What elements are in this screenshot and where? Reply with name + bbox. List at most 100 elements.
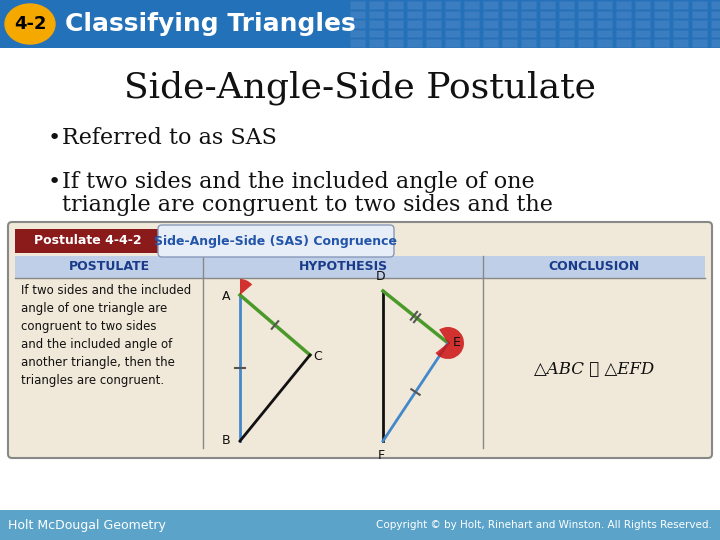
FancyBboxPatch shape — [654, 10, 669, 18]
Text: B: B — [221, 435, 230, 448]
Text: triangle are congruent to two sides and the: triangle are congruent to two sides and … — [62, 194, 553, 216]
FancyBboxPatch shape — [540, 30, 555, 37]
FancyBboxPatch shape — [711, 20, 720, 28]
FancyBboxPatch shape — [0, 0, 720, 48]
Wedge shape — [240, 279, 252, 295]
FancyBboxPatch shape — [597, 10, 612, 18]
FancyBboxPatch shape — [654, 39, 669, 46]
FancyBboxPatch shape — [483, 10, 498, 18]
Text: If two sides and the included angle of one: If two sides and the included angle of o… — [62, 171, 535, 193]
FancyBboxPatch shape — [426, 39, 441, 46]
FancyBboxPatch shape — [350, 39, 365, 46]
FancyBboxPatch shape — [445, 10, 460, 18]
FancyBboxPatch shape — [692, 10, 707, 18]
FancyBboxPatch shape — [711, 1, 720, 9]
Text: Referred to as SAS: Referred to as SAS — [62, 127, 277, 149]
FancyBboxPatch shape — [635, 1, 650, 9]
Text: HYPOTHESIS: HYPOTHESIS — [298, 260, 387, 273]
FancyBboxPatch shape — [483, 20, 498, 28]
FancyBboxPatch shape — [483, 1, 498, 9]
FancyBboxPatch shape — [597, 39, 612, 46]
FancyBboxPatch shape — [350, 10, 365, 18]
FancyBboxPatch shape — [673, 10, 688, 18]
FancyBboxPatch shape — [673, 1, 688, 9]
FancyBboxPatch shape — [692, 20, 707, 28]
FancyBboxPatch shape — [369, 30, 384, 37]
FancyBboxPatch shape — [616, 10, 631, 18]
FancyBboxPatch shape — [388, 1, 403, 9]
Text: If two sides and the included
angle of one triangle are
congruent to two sides
a: If two sides and the included angle of o… — [21, 284, 192, 387]
Text: CONCLUSION: CONCLUSION — [549, 260, 639, 273]
FancyBboxPatch shape — [597, 20, 612, 28]
FancyBboxPatch shape — [464, 30, 479, 37]
FancyBboxPatch shape — [388, 30, 403, 37]
FancyBboxPatch shape — [521, 10, 536, 18]
FancyBboxPatch shape — [502, 39, 517, 46]
FancyBboxPatch shape — [426, 30, 441, 37]
FancyBboxPatch shape — [559, 1, 574, 9]
FancyBboxPatch shape — [0, 48, 720, 540]
FancyBboxPatch shape — [559, 30, 574, 37]
FancyBboxPatch shape — [616, 20, 631, 28]
FancyBboxPatch shape — [711, 30, 720, 37]
FancyBboxPatch shape — [635, 20, 650, 28]
FancyBboxPatch shape — [616, 30, 631, 37]
FancyBboxPatch shape — [0, 510, 720, 540]
FancyBboxPatch shape — [559, 39, 574, 46]
FancyBboxPatch shape — [616, 1, 631, 9]
FancyBboxPatch shape — [369, 1, 384, 9]
FancyBboxPatch shape — [388, 20, 403, 28]
FancyBboxPatch shape — [369, 39, 384, 46]
FancyBboxPatch shape — [483, 30, 498, 37]
FancyBboxPatch shape — [540, 20, 555, 28]
FancyBboxPatch shape — [711, 39, 720, 46]
FancyBboxPatch shape — [559, 20, 574, 28]
FancyBboxPatch shape — [502, 20, 517, 28]
Text: Side-Angle-Side Postulate: Side-Angle-Side Postulate — [124, 71, 596, 105]
FancyBboxPatch shape — [464, 1, 479, 9]
FancyBboxPatch shape — [445, 39, 460, 46]
FancyBboxPatch shape — [559, 10, 574, 18]
FancyBboxPatch shape — [464, 10, 479, 18]
FancyBboxPatch shape — [692, 1, 707, 9]
Text: Side-Angle-Side (SAS) Congruence: Side-Angle-Side (SAS) Congruence — [155, 234, 397, 247]
FancyBboxPatch shape — [635, 39, 650, 46]
FancyBboxPatch shape — [711, 10, 720, 18]
FancyBboxPatch shape — [350, 30, 365, 37]
FancyBboxPatch shape — [407, 39, 422, 46]
FancyBboxPatch shape — [578, 20, 593, 28]
Text: POSTULATE: POSTULATE — [68, 260, 150, 273]
Text: •: • — [48, 128, 61, 148]
Text: 4-2: 4-2 — [14, 15, 46, 33]
FancyBboxPatch shape — [521, 1, 536, 9]
FancyBboxPatch shape — [158, 225, 394, 257]
FancyBboxPatch shape — [350, 20, 365, 28]
FancyBboxPatch shape — [407, 30, 422, 37]
Text: Postulate 4-4-2: Postulate 4-4-2 — [34, 234, 141, 247]
FancyBboxPatch shape — [15, 229, 160, 253]
Text: F: F — [377, 449, 384, 462]
FancyBboxPatch shape — [521, 30, 536, 37]
FancyBboxPatch shape — [388, 10, 403, 18]
FancyBboxPatch shape — [540, 10, 555, 18]
FancyBboxPatch shape — [502, 1, 517, 9]
FancyBboxPatch shape — [350, 1, 365, 9]
Text: C: C — [313, 350, 322, 363]
Text: A: A — [222, 291, 230, 303]
FancyBboxPatch shape — [445, 1, 460, 9]
FancyBboxPatch shape — [654, 20, 669, 28]
FancyBboxPatch shape — [635, 30, 650, 37]
FancyBboxPatch shape — [616, 39, 631, 46]
FancyBboxPatch shape — [502, 10, 517, 18]
FancyBboxPatch shape — [578, 39, 593, 46]
FancyBboxPatch shape — [426, 1, 441, 9]
Text: Classifying Triangles: Classifying Triangles — [65, 12, 356, 36]
FancyBboxPatch shape — [483, 39, 498, 46]
FancyBboxPatch shape — [8, 222, 712, 458]
Wedge shape — [436, 327, 464, 359]
Ellipse shape — [5, 4, 55, 44]
FancyBboxPatch shape — [521, 20, 536, 28]
FancyBboxPatch shape — [673, 20, 688, 28]
FancyBboxPatch shape — [692, 39, 707, 46]
FancyBboxPatch shape — [369, 10, 384, 18]
